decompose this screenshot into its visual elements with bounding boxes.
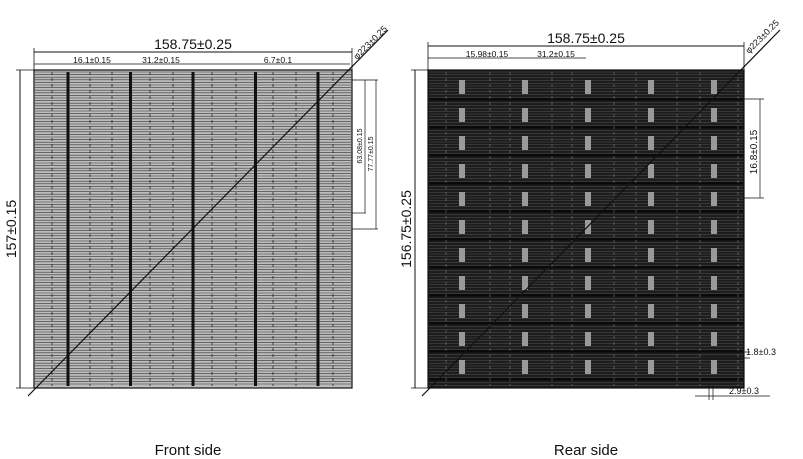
rear-caption: Rear side [554, 442, 618, 459]
rear-busbar-pad [522, 220, 528, 234]
rear-band [429, 238, 743, 241]
front-side-view: 158.75±0.25 16.1±0.15 31.2±0.15 6.7±0.1 … [3, 24, 389, 459]
rear-busbar-pad [585, 248, 591, 262]
rear-busbar-pad [711, 164, 717, 178]
front-busbar [316, 72, 320, 386]
rear-band [429, 378, 743, 381]
rear-busbar-pad [522, 80, 528, 94]
rear-band [429, 350, 743, 353]
rear-width-label: 158.75±0.25 [547, 30, 625, 46]
rear-busbar-pad [585, 192, 591, 206]
rear-band [429, 210, 743, 213]
rear-bottom-a-label: 1.8±0.3 [746, 347, 776, 357]
rear-side-view: 158.75±0.25 15.98±0.15 31.2±0.15 φ223±0.… [398, 18, 781, 459]
rear-busbar-pad [711, 192, 717, 206]
rear-side-a-label: 16.8±0.15 [749, 129, 760, 174]
rear-busbar-pad [648, 248, 654, 262]
rear-band [429, 126, 743, 129]
rear-band [429, 98, 743, 101]
front-busbar [66, 72, 70, 386]
rear-busbar-pad [459, 332, 465, 346]
front-side-a-label: 63.08±0.15 [357, 128, 364, 163]
rear-busbar-pad [711, 248, 717, 262]
rear-diag-label: φ223±0.25 [743, 18, 781, 56]
rear-busbar-pad [585, 108, 591, 122]
front-seg-c-label: 6.7±0.1 [264, 55, 293, 65]
rear-busbar-pad [585, 136, 591, 150]
rear-busbar-pad [459, 360, 465, 374]
rear-busbar-pad [648, 332, 654, 346]
rear-busbar-pad [522, 276, 528, 290]
front-width-label: 158.75±0.25 [154, 36, 232, 52]
front-diagonal [27, 29, 389, 397]
rear-busbar-pad [459, 80, 465, 94]
rear-busbar-pad [522, 136, 528, 150]
rear-band [429, 322, 743, 325]
rear-busbar-pad [459, 136, 465, 150]
rear-busbar-pad [711, 80, 717, 94]
rear-busbar-pad [459, 192, 465, 206]
rear-busbar-pad [522, 108, 528, 122]
rear-band [429, 154, 743, 157]
rear-seg-b-label: 31.2±0.15 [537, 49, 575, 59]
front-busbar [254, 72, 257, 386]
rear-busbar-pad [648, 192, 654, 206]
rear-busbar-pad [648, 80, 654, 94]
rear-busbar-pad [711, 332, 717, 346]
rear-busbar-pad [522, 164, 528, 178]
rear-busbar-pad [585, 80, 591, 94]
front-diag-label: φ223±0.25 [351, 24, 389, 62]
rear-busbar-pad [648, 304, 654, 318]
rear-busbar-pad [459, 220, 465, 234]
rear-band [429, 182, 743, 185]
rear-busbar-pad [585, 304, 591, 318]
rear-busbar-pad [711, 276, 717, 290]
rear-busbar-pad [648, 360, 654, 374]
rear-busbar-pad [585, 164, 591, 178]
rear-busbar-pad [459, 164, 465, 178]
rear-busbar-pad [648, 276, 654, 290]
rear-busbar-pad [711, 136, 717, 150]
front-busbar [129, 72, 132, 386]
rear-busbar-pad [648, 108, 654, 122]
rear-busbar-pad [711, 360, 717, 374]
rear-band [429, 294, 743, 297]
front-seg-b-label: 31.2±0.15 [142, 55, 180, 65]
front-height-label: 157±0.15 [3, 200, 19, 259]
rear-band [429, 266, 743, 269]
front-side-b-label: 77.77±0.15 [368, 136, 375, 171]
rear-busbar-pad [522, 192, 528, 206]
rear-busbar-pad [459, 276, 465, 290]
rear-seg-a-label: 15.98±0.15 [466, 49, 509, 59]
rear-busbar-pad [711, 108, 717, 122]
rear-height-label: 156.75±0.25 [398, 190, 414, 268]
front-seg-a-label: 16.1±0.15 [73, 55, 111, 65]
rear-busbar-pad [711, 220, 717, 234]
rear-busbar-pad [459, 248, 465, 262]
rear-busbar-pad [522, 248, 528, 262]
rear-busbar-pad [711, 304, 717, 318]
rear-diagonal [421, 29, 781, 397]
rear-busbar-pad [585, 360, 591, 374]
rear-busbar-pad [459, 304, 465, 318]
rear-bottom-b-label: 2.9±0.3 [729, 386, 759, 396]
rear-busbar-pad [522, 332, 528, 346]
rear-busbar-pad [459, 108, 465, 122]
rear-busbar-pad [585, 276, 591, 290]
front-caption: Front side [155, 442, 222, 459]
rear-busbar-pad [522, 304, 528, 318]
rear-busbar-pad [648, 220, 654, 234]
rear-busbar-pad [585, 332, 591, 346]
rear-busbar-pad [648, 164, 654, 178]
rear-busbar-pad [648, 136, 654, 150]
rear-busbar-pad [522, 360, 528, 374]
